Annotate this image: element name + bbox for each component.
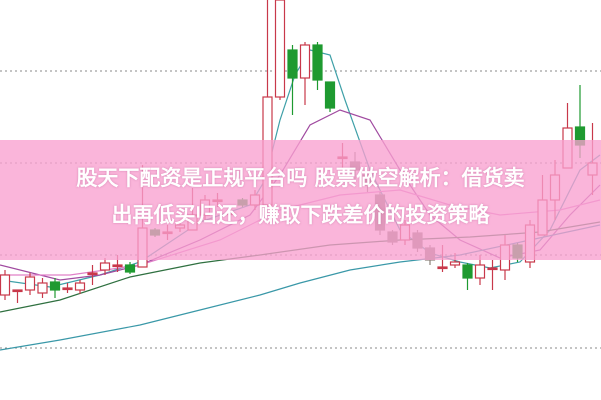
candle-body: [124, 264, 136, 273]
candle-body: [49, 281, 61, 291]
candle-body: [24, 276, 36, 291]
title-line-1: 股天下配资是正规平台吗 股票做空解析：借货卖: [76, 166, 525, 190]
candle-body: [324, 81, 336, 109]
title-banner: [0, 140, 601, 260]
candle-body: [437, 266, 448, 270]
candle-body: [112, 264, 123, 268]
candle-body: [287, 49, 298, 79]
candle-body: [462, 264, 473, 279]
candle-body: [312, 44, 323, 81]
candle-body: [74, 282, 86, 291]
candle-body: [87, 272, 98, 276]
candle-body: [0, 274, 11, 296]
candle-body: [299, 44, 311, 79]
article-title: 股天下配资是正规平台吗 股票做空解析：借货卖 出再低买归还，赚取下跌差价的投资策…: [0, 160, 601, 234]
candle-body: [274, 0, 286, 98]
candle-body: [37, 282, 48, 294]
candle-body: [449, 261, 461, 266]
candle-body: [62, 287, 73, 291]
candle-body: [99, 262, 111, 271]
title-line-2: 出再低买归还，赚取下跌差价的投资策略: [111, 203, 490, 227]
candle-body: [487, 267, 498, 271]
candle-body: [12, 289, 23, 293]
candle-body: [474, 264, 486, 279]
